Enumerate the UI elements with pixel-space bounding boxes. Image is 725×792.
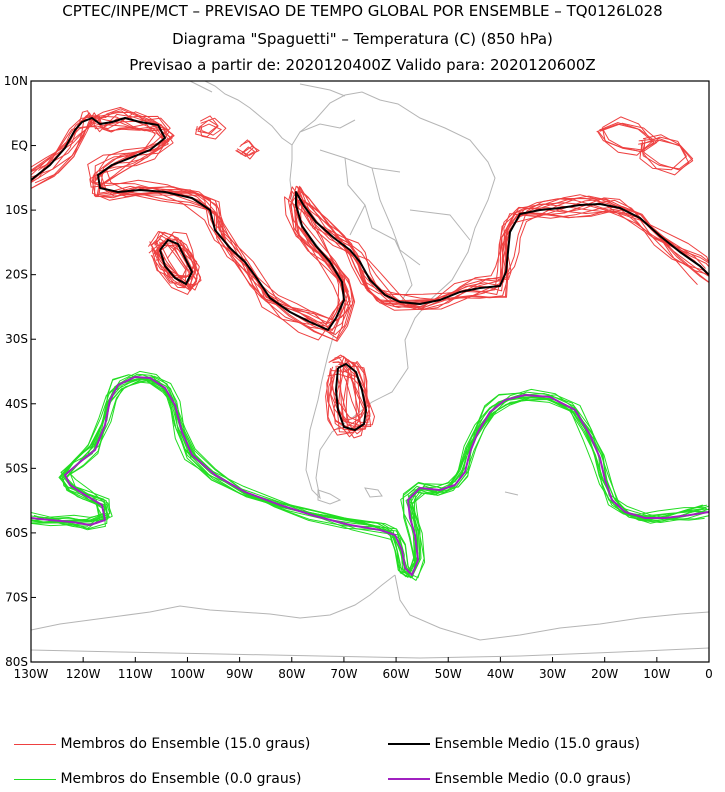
mean-isotherm-0 (31, 376, 709, 576)
falklands-outline (364, 487, 383, 498)
member-isotherm-0 (33, 375, 709, 574)
title-line-3: Previsao a partir de: 2020120400Z Valido… (129, 56, 596, 74)
legend-swatch (14, 778, 56, 780)
legend-swatch (388, 743, 430, 745)
legend-item-mean-0: Ensemble Medio (0.0 graus) (388, 771, 631, 787)
member-isotherm-15 (197, 119, 219, 134)
member-isotherm-15 (31, 116, 698, 341)
member-isotherm-15 (31, 115, 709, 342)
lat-tick-label: 20S (5, 268, 28, 282)
lon-tick-label: 80W (278, 667, 305, 681)
legend-item-members-15: Membros do Ensemble (15.0 graus) (14, 736, 310, 752)
member-isotherm-0 (31, 370, 709, 573)
member-isotherm-15 (236, 146, 255, 157)
member-isotherm-15 (342, 360, 368, 421)
lat-tick-label: 40S (5, 397, 28, 411)
lat-tick-label: 10S (5, 203, 28, 217)
member-isotherm-15 (154, 231, 201, 291)
lon-tick-label: 70W (330, 667, 357, 681)
member-isotherm-15 (31, 113, 706, 327)
north-america-outline (189, 81, 213, 93)
member-isotherm-15 (335, 356, 362, 435)
lon-tick-label: 0 (705, 667, 713, 681)
legend-swatch (388, 778, 430, 780)
ensemble-mean-0c (31, 376, 709, 576)
lon-tick-label: 40W (487, 667, 514, 681)
member-isotherm-15 (337, 358, 368, 433)
member-isotherm-15 (638, 139, 694, 170)
cuba-outline (299, 83, 346, 97)
member-isotherm-15 (195, 123, 222, 136)
member-isotherm-15 (328, 355, 371, 430)
member-isotherm-15 (155, 234, 202, 289)
member-isotherm-15 (31, 110, 706, 324)
legend-label: Membros do Ensemble (15.0 graus) (60, 736, 311, 752)
member-isotherm-0 (33, 374, 709, 578)
member-isotherm-15 (330, 361, 375, 426)
member-isotherm-15 (599, 122, 655, 153)
lat-tick-label: 30S (5, 332, 28, 346)
title-line-1: CPTEC/INPE/MCT – PREVISAO DE TEMPO GLOBA… (62, 2, 663, 20)
lat-tick-label: EQ (11, 139, 28, 153)
map-frame (30, 80, 710, 663)
legend-label: Ensemble Medio (15.0 graus) (434, 736, 640, 752)
antarctica-interior (31, 647, 709, 659)
ensemble-members-15c (31, 106, 709, 439)
mean-isotherm-15 (159, 239, 193, 285)
tierra-del-fuego-outline (317, 489, 342, 505)
member-isotherm-15 (638, 138, 694, 171)
ensemble-mean-15c (31, 117, 709, 431)
member-isotherm-15 (195, 115, 219, 138)
title-line-2: Diagrama "Spaguetti" – Temperatura (C) (… (172, 30, 553, 48)
lat-tick-label: 80S (5, 655, 28, 669)
member-isotherm-15 (31, 106, 709, 320)
latitude-axis: 10N EQ 10S 20S 30S 40S 50S 60S 70S 80S (4, 74, 36, 669)
member-isotherm-15 (37, 111, 709, 325)
south-georgia-outline (504, 491, 519, 496)
lat-tick-label: 60S (5, 526, 28, 540)
member-isotherm-15 (345, 361, 366, 439)
antarctic-peninsula-outline (31, 574, 396, 631)
member-isotherm-15 (163, 244, 188, 284)
member-isotherm-15 (151, 237, 198, 295)
lon-tick-label: 60W (383, 667, 410, 681)
lon-tick-label: 50W (435, 667, 462, 681)
lon-tick-label: 110W (118, 667, 153, 681)
member-isotherm-15 (639, 136, 687, 171)
member-isotherm-0 (31, 378, 709, 579)
weddell-coast (394, 574, 709, 641)
mean-isotherm-15 (335, 363, 367, 431)
legend-swatch (14, 743, 56, 745)
mean-isotherm-15 (31, 117, 709, 331)
legend-label: Membros do Ensemble (0.0 graus) (60, 771, 302, 787)
lat-tick-label: 70S (5, 590, 28, 604)
lon-tick-label: 100W (170, 667, 205, 681)
lon-tick-label: 10W (643, 667, 670, 681)
member-isotherm-15 (31, 115, 709, 342)
legend-item-members-0: Membros do Ensemble (0.0 graus) (14, 771, 301, 787)
lon-tick-label: 20W (591, 667, 618, 681)
caribbean-coast (299, 119, 356, 133)
lat-tick-label: 50S (5, 461, 28, 475)
legend-item-mean-15: Ensemble Medio (15.0 graus) (388, 736, 640, 752)
longitude-axis: 130W 120W 110W 100W 90W 80W 70W 60W 50W 40W 30W 20W… (14, 657, 713, 681)
lon-tick-label: 120W (66, 667, 101, 681)
member-isotherm-15 (31, 115, 709, 331)
country-borders (319, 149, 471, 301)
member-isotherm-15 (240, 140, 258, 160)
legend-label: Ensemble Medio (0.0 graus) (434, 771, 632, 787)
member-isotherm-15 (327, 368, 369, 431)
lon-tick-label: 30W (539, 667, 566, 681)
coastlines (31, 81, 709, 659)
member-isotherm-15 (236, 145, 260, 156)
member-isotherm-15 (31, 115, 709, 330)
member-isotherm-15 (38, 111, 709, 326)
central-america-outline (204, 81, 293, 146)
lon-tick-label: 90W (226, 667, 253, 681)
lon-tick-label: 130W (14, 667, 49, 681)
lat-tick-label: 10N (4, 74, 28, 88)
member-isotherm-15 (34, 112, 709, 339)
member-isotherm-15 (156, 231, 197, 288)
